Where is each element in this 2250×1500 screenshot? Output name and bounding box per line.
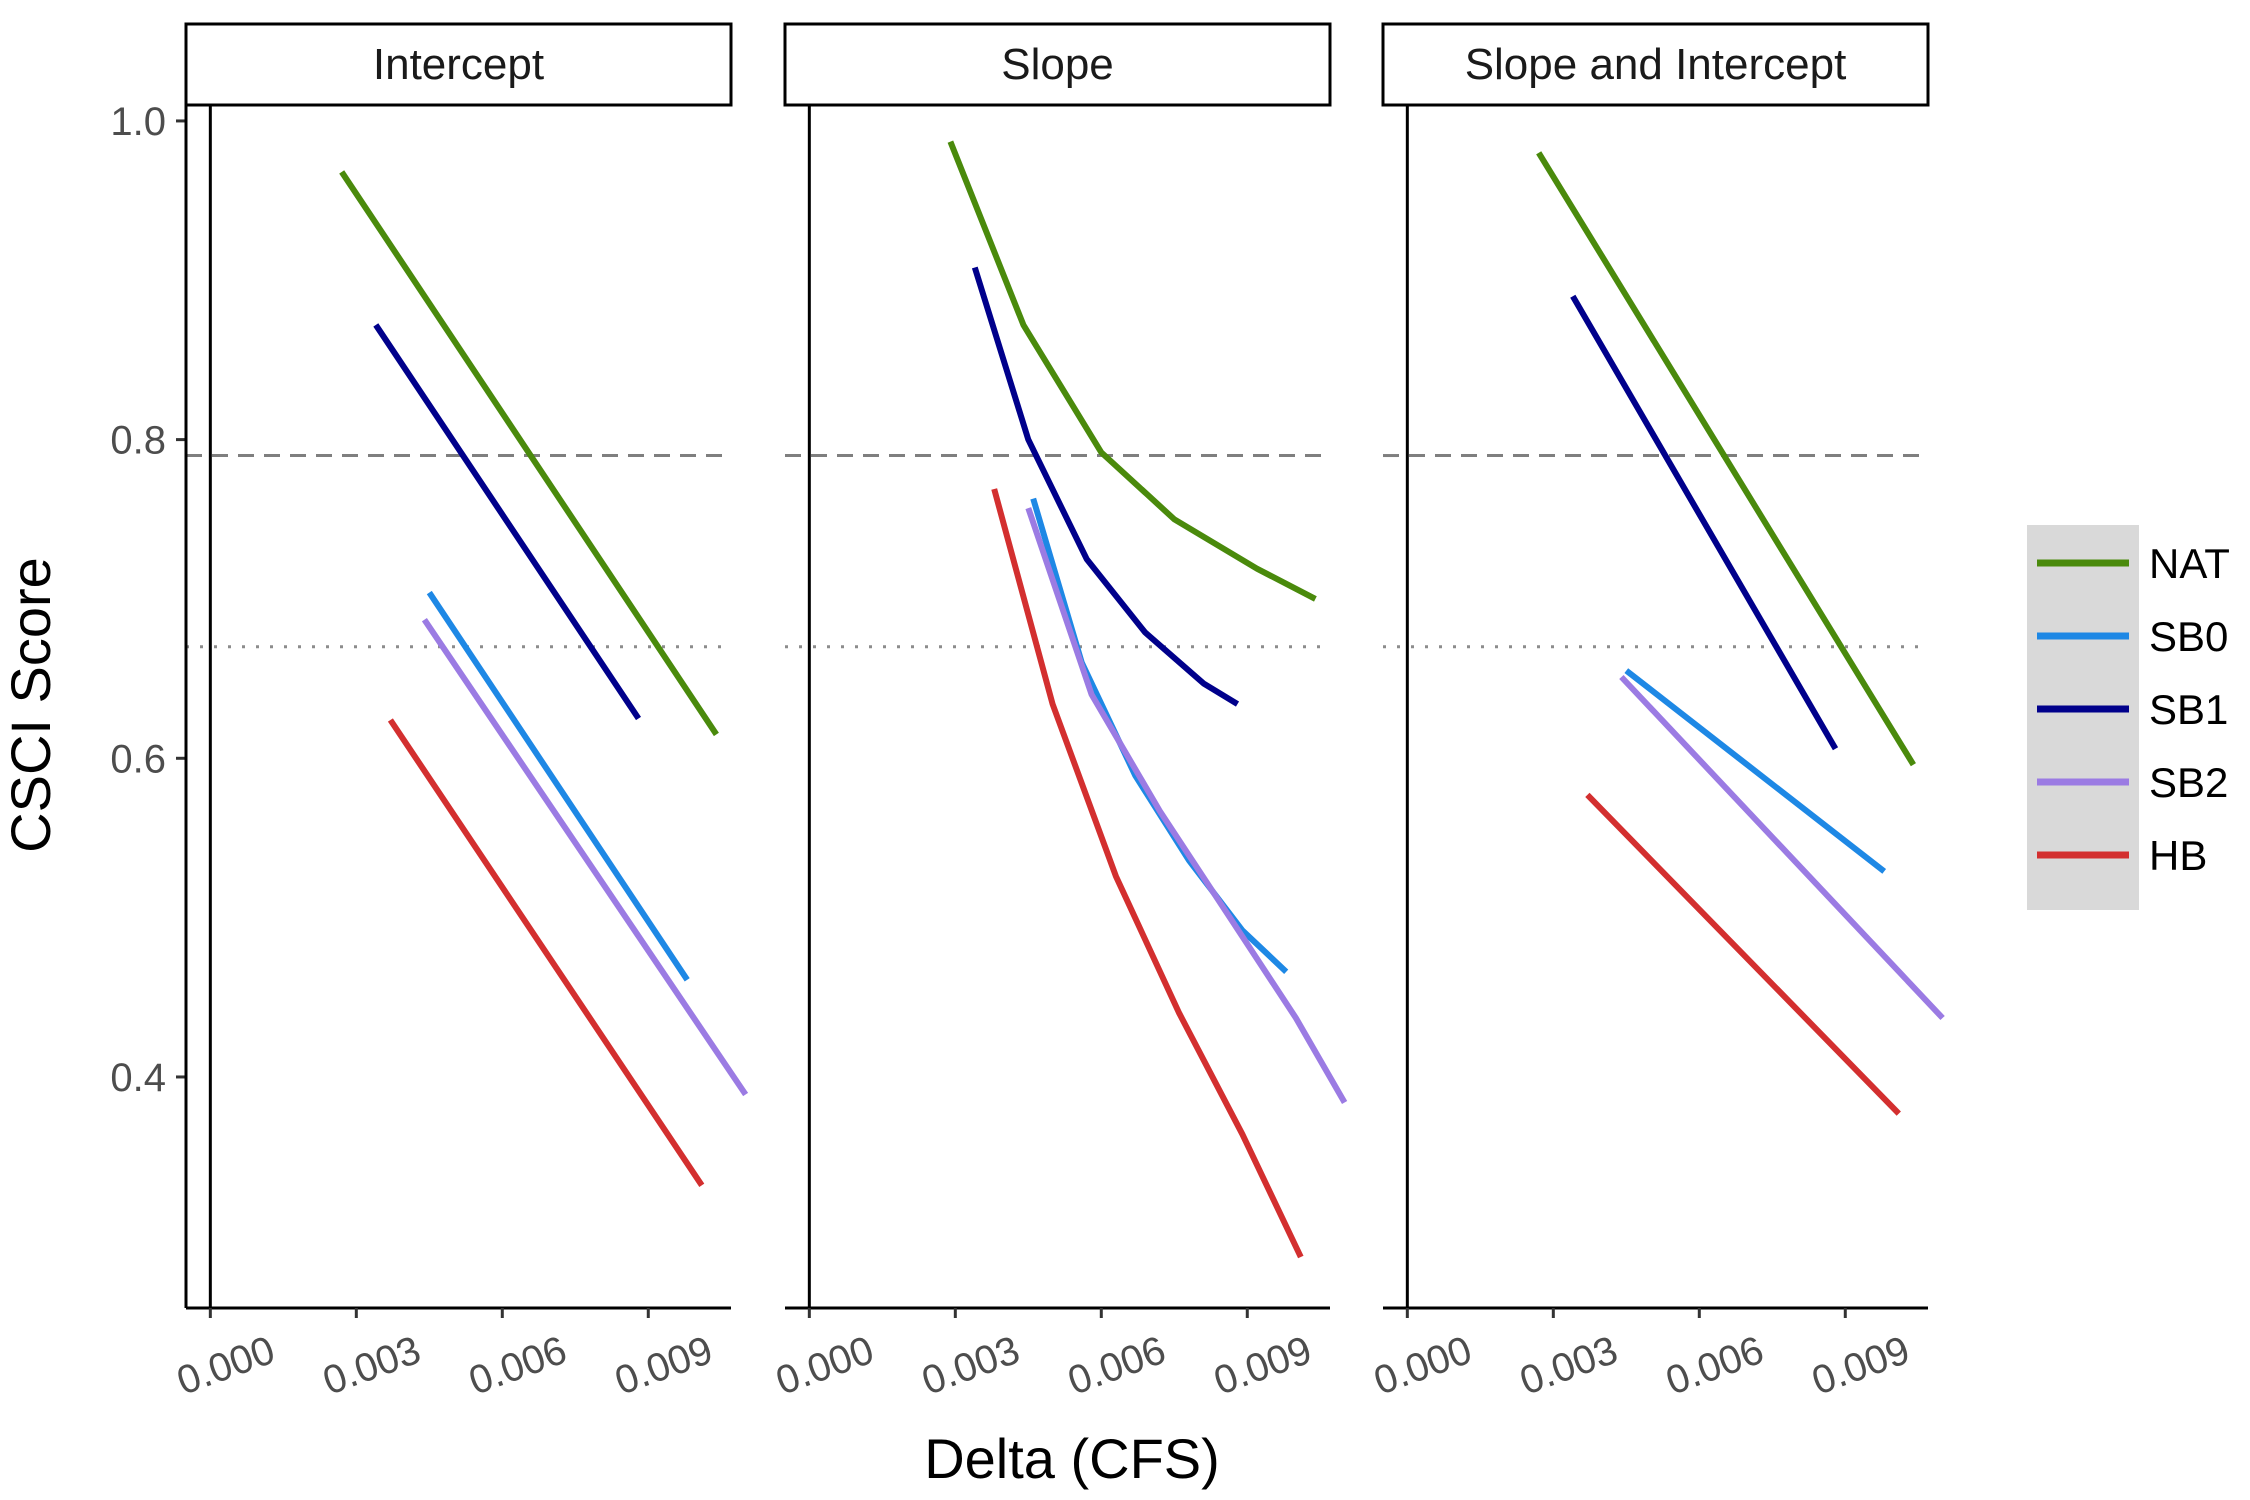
series-line-sb0	[1624, 668, 1887, 874]
panels-layer: 0.4 0.6 0.8 1.0 Intercept 0.000 0.003 0.006 0.00…	[110, 22, 1945, 1404]
legend-label: SB2	[2149, 759, 2228, 806]
legend-label: SB1	[2149, 686, 2228, 733]
x-tick-label: 0.006	[1660, 1328, 1769, 1404]
legend: NAT SB0 SB1 SB2 HB	[2027, 525, 2230, 910]
series-line-sb1	[373, 323, 641, 721]
x-tick-label: 0.000	[1368, 1328, 1477, 1404]
series-line-sb1	[971, 266, 1240, 707]
panel-strip	[184, 22, 733, 107]
x-tick-label: 0.009	[1806, 1328, 1915, 1404]
series-line-hb	[387, 718, 705, 1187]
x-tick-label: 0.000	[171, 1328, 280, 1404]
x-tick-label: 0.006	[463, 1328, 572, 1404]
legend-label: NAT	[2149, 540, 2230, 587]
y-axis-title: CSCI Score	[0, 557, 62, 853]
panel-title: Slope and Intercept	[1465, 40, 1847, 89]
x-tick-label: 0.006	[1062, 1328, 1171, 1404]
y-tick-label: 0.4	[110, 1056, 166, 1100]
x-tick-label: 0.003	[317, 1328, 426, 1404]
series-line-hb	[1585, 792, 1901, 1116]
series-line-nat	[1536, 151, 1916, 767]
panel-title: Intercept	[373, 40, 544, 89]
panel-3: Slope and Intercept 0.000 0.003 0.006 0.009	[1368, 22, 1945, 1404]
legend-label: SB0	[2149, 613, 2228, 660]
y-tick-label: 0.6	[110, 737, 166, 781]
panel-strip	[783, 22, 1332, 107]
x-axis-title: Delta (CFS)	[924, 1427, 1220, 1490]
series-line-nat	[947, 140, 1317, 602]
panel-title: Slope	[1001, 40, 1114, 89]
series-line-sb2	[1025, 507, 1348, 1104]
x-tick-label: 0.003	[1514, 1328, 1623, 1404]
series-line-sb0	[1030, 497, 1289, 974]
legend-key-background	[2027, 525, 2139, 910]
series-line-nat	[339, 170, 719, 737]
series-line-sb2	[1619, 674, 1945, 1021]
series-line-sb0	[426, 590, 690, 982]
x-tick-label: 0.000	[770, 1328, 879, 1404]
x-tick-label: 0.009	[1208, 1328, 1317, 1404]
series-line-sb1	[1570, 294, 1839, 751]
x-tick-label: 0.003	[916, 1328, 1025, 1404]
y-tick-label: 0.8	[110, 419, 166, 463]
x-tick-label: 0.009	[609, 1328, 718, 1404]
series-line-sb2	[421, 618, 749, 1097]
y-axis: 0.4 0.6 0.8 1.0	[110, 100, 188, 1308]
series-line-hb	[991, 488, 1304, 1259]
panel-2: Slope 0.000 0.003 0.006 0.009	[770, 22, 1348, 1404]
panel-1: Intercept 0.000 0.003 0.006 0.009	[171, 22, 749, 1404]
legend-label: HB	[2149, 832, 2207, 879]
panel-strip	[1381, 22, 1930, 107]
y-tick-label: 1.0	[110, 100, 166, 144]
